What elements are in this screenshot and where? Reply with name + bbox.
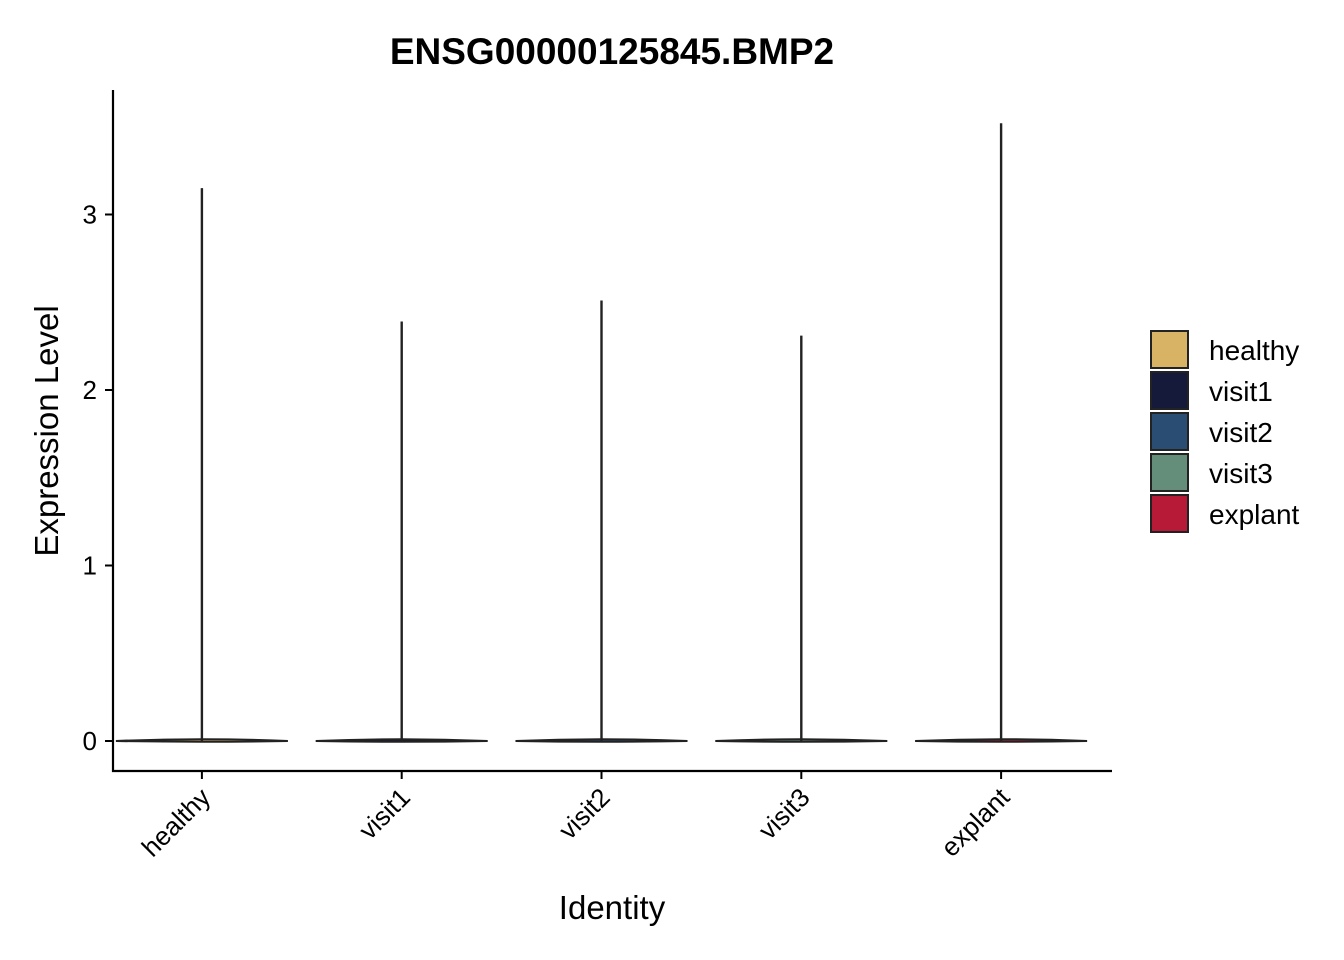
chart-title: ENSG00000125845.BMP2 xyxy=(390,31,834,72)
y-tick-label: 1 xyxy=(83,551,97,581)
x-tick-label-visit3: visit3 xyxy=(752,782,815,845)
x-ticks: healthy visit1 visit2 visit3 explant xyxy=(136,771,1016,863)
legend-label-healthy: healthy xyxy=(1209,335,1299,366)
x-tick-label-healthy: healthy xyxy=(136,782,216,862)
legend-label-explant: explant xyxy=(1209,499,1300,530)
legend-swatch-visit1 xyxy=(1150,371,1189,410)
legend: healthy visit1 visit2 visit3 explant xyxy=(1150,330,1300,533)
legend-label-visit2: visit2 xyxy=(1209,417,1273,448)
legend-swatch-healthy xyxy=(1150,330,1189,369)
y-tick-label: 3 xyxy=(83,200,97,230)
x-axis-title: Identity xyxy=(559,889,666,926)
legend-swatch-visit2 xyxy=(1150,412,1189,451)
x-tick-label-visit2: visit2 xyxy=(553,782,616,845)
y-tick-label: 0 xyxy=(83,726,97,756)
legend-label-visit1: visit1 xyxy=(1209,376,1273,407)
y-ticks: 0 1 2 3 xyxy=(83,200,113,756)
legend-swatch-visit3 xyxy=(1150,453,1189,492)
x-tick-label-explant: explant xyxy=(935,781,1016,862)
y-axis-title: Expression Level xyxy=(28,305,65,556)
legend-label-visit3: visit3 xyxy=(1209,458,1273,489)
plot-area xyxy=(115,123,1088,743)
x-tick-label-visit1: visit1 xyxy=(353,782,416,845)
legend-swatch-explant xyxy=(1150,494,1189,533)
y-tick-label: 2 xyxy=(83,375,97,405)
